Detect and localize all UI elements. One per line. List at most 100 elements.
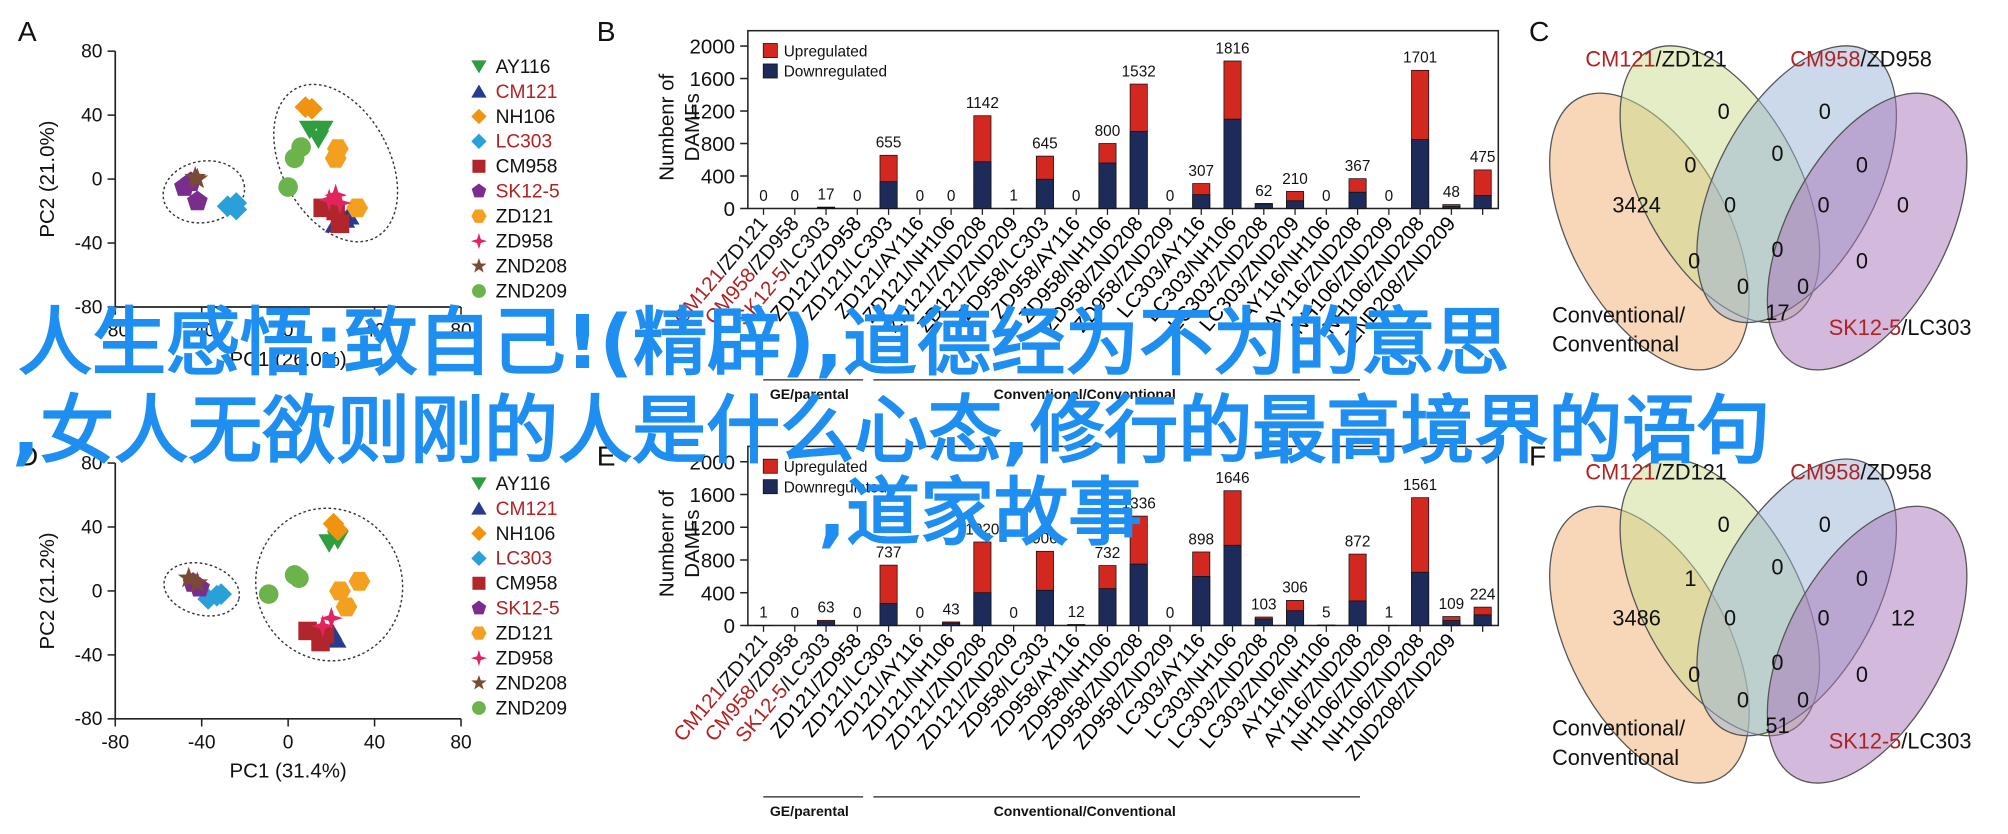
bar-value-label: 0 bbox=[916, 605, 925, 622]
x-tick-label: 40 bbox=[364, 320, 385, 341]
bar-downregulated bbox=[1348, 191, 1367, 209]
y-tick-label: 40 bbox=[81, 106, 102, 127]
bar-downregulated bbox=[1035, 178, 1054, 209]
legend-label-znd209: ZND209 bbox=[496, 281, 567, 302]
y-tick-label: 0 bbox=[92, 581, 103, 602]
venn-label-set1: CM121/ZD121 bbox=[1585, 47, 1727, 72]
x-tick-label: 0 bbox=[283, 320, 294, 341]
legend-marker-ay116 bbox=[471, 60, 487, 74]
venn-count: 3486 bbox=[1612, 605, 1660, 630]
bar-value-label: 5 bbox=[1322, 604, 1331, 621]
panel-letter-d: D bbox=[18, 441, 38, 472]
data-point-zd121 bbox=[346, 198, 369, 218]
venn-count: 0 bbox=[1856, 153, 1868, 178]
group-label-left: GE/parental bbox=[770, 386, 849, 402]
data-point-zd958 bbox=[328, 191, 352, 215]
legend-marker-znd208 bbox=[471, 257, 487, 273]
bar-value-label: 43 bbox=[943, 601, 960, 618]
venn-count: 0 bbox=[1819, 99, 1831, 124]
legend-label-ay116: AY116 bbox=[496, 474, 551, 495]
venn-label-set2-red: CM958 bbox=[1790, 460, 1860, 485]
panel-letter-f: F bbox=[1529, 441, 1546, 472]
legend-marker-cm121 bbox=[471, 84, 487, 98]
bar-downregulated bbox=[879, 181, 898, 209]
bar-downregulated bbox=[1254, 203, 1273, 209]
bar-value-label: 367 bbox=[1345, 158, 1371, 175]
x-tick-label: 40 bbox=[364, 732, 385, 753]
y-tick-label: 0 bbox=[92, 169, 103, 190]
bar-downregulated bbox=[1223, 118, 1242, 209]
data-point-sk12-5 bbox=[187, 190, 208, 211]
venn-count: 0 bbox=[1771, 650, 1783, 675]
bar-value-label: 800 bbox=[1095, 123, 1121, 140]
bar-value-label: 906 bbox=[1032, 531, 1058, 548]
y-tick-label: -80 bbox=[75, 297, 103, 318]
data-point-zd121 bbox=[329, 581, 351, 601]
legend-label-znd209: ZND209 bbox=[496, 698, 567, 719]
venn-label-set2-black: /ZD958 bbox=[1860, 47, 1931, 72]
venn-label-set3-black: /LC303 bbox=[1901, 315, 1971, 340]
x-axis-title: PC1 (26.0%) bbox=[230, 348, 347, 371]
bar-downregulated bbox=[1035, 589, 1054, 626]
bar-value-label: 645 bbox=[1032, 135, 1058, 152]
data-point-znd208 bbox=[186, 571, 209, 593]
data-point-znd209 bbox=[284, 565, 305, 585]
venn-count: 0 bbox=[1688, 249, 1700, 274]
legend-swatch-down bbox=[762, 63, 778, 79]
legend-label-cm958: CM958 bbox=[496, 574, 558, 595]
bar-value-label: 0 bbox=[1072, 188, 1081, 205]
bar-downregulated bbox=[817, 207, 836, 209]
bar-downregulated bbox=[1192, 194, 1211, 209]
panel-b-bar: 0 400 800 1200 1600 2000 Numbenr of DAMFs 0 0 17 0 6… bbox=[656, 29, 1500, 402]
venn-count: 0 bbox=[1737, 274, 1749, 299]
bar-value-label: 475 bbox=[1470, 149, 1496, 166]
data-point-cm958 bbox=[330, 214, 350, 234]
bar-value-label: 1 bbox=[1009, 188, 1018, 205]
y-tick-label: 400 bbox=[701, 166, 735, 189]
bar-downregulated bbox=[1254, 618, 1273, 626]
legend-marker-lc303 bbox=[471, 133, 487, 150]
bar-value-label: 732 bbox=[1095, 545, 1121, 562]
legend-label-cm121: CM121 bbox=[496, 82, 558, 103]
legend-label-zd958: ZD958 bbox=[496, 649, 554, 670]
legend-label-sk12-5: SK12-5 bbox=[496, 182, 560, 203]
bar-downregulated bbox=[1192, 575, 1211, 626]
venn-count: 0 bbox=[1688, 662, 1700, 687]
bar-downregulated bbox=[1129, 563, 1148, 626]
legend-marker-cm958 bbox=[472, 576, 486, 590]
data-point-ay116 bbox=[307, 130, 330, 149]
legend-swatch-up bbox=[762, 43, 778, 58]
bar-value-label: 0 bbox=[759, 188, 768, 205]
legend-marker-zd121 bbox=[471, 626, 487, 640]
y-tick-label: 800 bbox=[701, 550, 735, 573]
legend-swatch-up bbox=[762, 458, 778, 474]
bar-value-label: 0 bbox=[1166, 188, 1175, 205]
bar-value-label: 63 bbox=[817, 600, 834, 617]
legend-marker-znd208 bbox=[471, 674, 487, 690]
cluster-ellipse bbox=[162, 160, 246, 224]
panel-letter-a: A bbox=[18, 16, 37, 47]
group-label-right: Conventional/Conventional bbox=[994, 803, 1176, 819]
venn-label-set3: SK12-5/LC303 bbox=[1829, 728, 1972, 753]
bar-value-label: 1 bbox=[1385, 605, 1394, 622]
y-axis-title: Numbenr of bbox=[656, 74, 679, 181]
plot-frame bbox=[747, 445, 1500, 627]
x-tick-label: 80 bbox=[450, 320, 471, 341]
legend-marker-cm958 bbox=[472, 159, 486, 173]
venn-count: 1 bbox=[1684, 566, 1696, 591]
bar-value-label: 898 bbox=[1188, 531, 1214, 548]
y-tick-label: 2000 bbox=[689, 451, 735, 474]
bar-value-label: 655 bbox=[876, 135, 902, 152]
bar-value-label: 0 bbox=[1009, 605, 1018, 622]
y-tick-label: 80 bbox=[81, 453, 102, 474]
legend-marker-zd958 bbox=[470, 650, 488, 667]
legend-marker-znd209 bbox=[472, 701, 486, 715]
y-tick-label: 2000 bbox=[689, 36, 735, 59]
bar-downregulated bbox=[1098, 588, 1117, 626]
legend-label-up: Upregulated bbox=[784, 459, 868, 476]
venn-label-set1-black: /ZD121 bbox=[1656, 47, 1727, 72]
data-point-lc303 bbox=[225, 192, 248, 214]
data-point-znd209 bbox=[291, 137, 311, 157]
legend-marker-zd121 bbox=[471, 209, 487, 223]
